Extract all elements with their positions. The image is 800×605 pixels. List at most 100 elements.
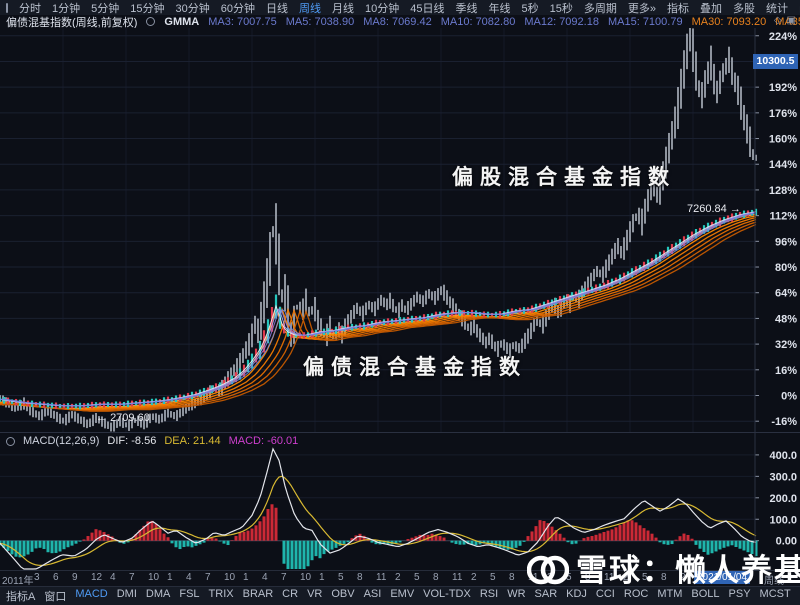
tab-period-15秒[interactable]: 15秒 xyxy=(550,0,573,16)
ma-MA12709218: MA12: 7092.18 xyxy=(524,16,599,28)
indicator-VR[interactable]: VR xyxy=(307,588,322,604)
macd-value: MACD: -60.01 xyxy=(229,435,299,447)
indicator-CCI[interactable]: CCI xyxy=(596,588,615,604)
svg-text:80%: 80% xyxy=(775,262,797,274)
svg-text:32%: 32% xyxy=(775,339,797,351)
svg-text:96%: 96% xyxy=(775,236,797,248)
toolbar-left-group: 指标A 窗口 xyxy=(6,588,66,604)
action-统计[interactable]: 统计 xyxy=(766,0,788,16)
x-axis-label: 12 xyxy=(91,572,102,583)
action-多股[interactable]: 多股 xyxy=(733,0,755,16)
tab-period-季线[interactable]: 季线 xyxy=(456,0,478,16)
indicator-toolbar: 指标A 窗口 MACD DMI DMA FSL TRIX BRAR CR VR OBV ASI EMV… xyxy=(0,586,800,605)
x-axis-label: 2 xyxy=(395,572,401,583)
x-axis-label: 4 xyxy=(262,572,268,583)
indicator-ASI[interactable]: ASI xyxy=(364,588,382,604)
tab-period-30分钟[interactable]: 30分钟 xyxy=(176,0,210,16)
ma-MA5703890: MA5: 7038.90 xyxy=(286,16,355,28)
x-axis-label: 8 xyxy=(661,572,667,583)
x-axis-label: 4 xyxy=(110,572,116,583)
indicator-DMA[interactable]: DMA xyxy=(146,588,170,604)
indicator-toggle-icon[interactable] xyxy=(146,17,155,26)
indicator-name: GMMA xyxy=(164,16,199,28)
header-corner-icons: ◇ ▣ xyxy=(774,15,796,26)
overlay-last-price-box: 10300.5 xyxy=(753,54,798,69)
svg-text:128%: 128% xyxy=(769,185,797,197)
x-axis-label: 5 xyxy=(566,572,572,583)
tab-period-60分钟[interactable]: 60分钟 xyxy=(221,0,255,16)
tab-period-月线[interactable]: 月线 xyxy=(332,0,354,16)
indicator-EMV[interactable]: EMV xyxy=(390,588,414,604)
x-axis-label: 10 xyxy=(148,572,159,583)
indicator-FSL[interactable]: FSL xyxy=(179,588,199,604)
indicator-KDJ[interactable]: KDJ xyxy=(566,588,587,604)
svg-text:100.0: 100.0 xyxy=(769,514,797,526)
period-label: 周线 xyxy=(764,572,784,587)
tab-period-45日线[interactable]: 45日线 xyxy=(410,0,444,16)
x-axis-label: 5 xyxy=(490,572,496,583)
indicator-TRIX[interactable]: TRIX xyxy=(209,588,234,604)
x-axis-label: 2 xyxy=(680,572,686,583)
toolbar-窗口[interactable]: 窗口 xyxy=(44,588,66,604)
indicator-MTM[interactable]: MTM xyxy=(657,588,682,604)
tab-period-多周期[interactable]: 多周期 xyxy=(584,0,617,16)
action-叠加[interactable]: 叠加 xyxy=(700,0,722,16)
svg-text:192%: 192% xyxy=(769,82,797,94)
tab-period-15分钟[interactable]: 15分钟 xyxy=(130,0,164,16)
ma-MA30709320: MA30: 7093.20 xyxy=(692,16,767,28)
x-axis-label: 9 xyxy=(72,572,78,583)
x-axis-label: 5 xyxy=(414,572,420,583)
indicator-MCST[interactable]: MCST xyxy=(760,588,791,604)
svg-text:144%: 144% xyxy=(769,159,797,171)
indicator-BOLL[interactable]: BOLL xyxy=(691,588,719,604)
tab-period-日线[interactable]: 日线 xyxy=(266,0,288,16)
indicator-PSY[interactable]: PSY xyxy=(729,588,751,604)
indicator-SAR[interactable]: SAR xyxy=(535,588,558,604)
indicator-RSI[interactable]: RSI xyxy=(480,588,498,604)
x-axis-label: 1 xyxy=(167,572,173,583)
indicator-CR[interactable]: CR xyxy=(282,588,298,604)
x-axis-label: 8 xyxy=(509,572,515,583)
x-axis-label: 3 xyxy=(34,572,40,583)
toolbar-指标A[interactable]: 指标A xyxy=(6,588,35,604)
window-icon[interactable] xyxy=(6,3,8,13)
indicator-ROC[interactable]: ROC xyxy=(624,588,648,604)
tab-period-1分钟[interactable]: 1分钟 xyxy=(52,0,80,16)
indicator-VOL-TDX[interactable]: VOL-TDX xyxy=(423,588,471,604)
period-tabs: 分时 1分钟 5分钟 15分钟 30分钟 60分钟日线周线月线 10分钟 45日线季线年线 5秒… xyxy=(19,0,656,16)
x-axis-label: 8 xyxy=(433,572,439,583)
panel-box-icon[interactable]: ▣ xyxy=(787,15,796,26)
diamond-icon[interactable]: ◇ xyxy=(774,15,782,26)
indicator-WR[interactable]: WR xyxy=(507,588,525,604)
chart-title: 偏债混基指数(周线,前复权) xyxy=(6,15,137,28)
x-axis-label: 2 xyxy=(623,572,629,583)
indicator-BRAR[interactable]: BRAR xyxy=(243,588,274,604)
tab-period-5分钟[interactable]: 5分钟 xyxy=(91,0,119,16)
top-nav-actions: 指标叠加多股统计画线F10标记+自选返回 xyxy=(667,0,800,16)
indicator-OBV[interactable]: OBV xyxy=(331,588,354,604)
indicator-DMI[interactable]: DMI xyxy=(117,588,137,604)
tab-period-10分钟[interactable]: 10分钟 xyxy=(365,0,399,16)
annotation-equity-fund-index: 偏股混合基金指数 xyxy=(452,161,676,191)
tab-period-更多[interactable]: 更多» xyxy=(628,0,656,16)
arrow-right-icon: → xyxy=(730,203,741,215)
x-axis-label: 2 xyxy=(547,572,553,583)
action-指标[interactable]: 指标 xyxy=(667,0,689,16)
x-axis-label: 1 xyxy=(243,572,249,583)
svg-text:-16%: -16% xyxy=(771,416,797,428)
indicator-MACD[interactable]: MACD xyxy=(75,588,107,604)
x-axis-label: 5 xyxy=(642,572,648,583)
tab-period-周线[interactable]: 周线 xyxy=(299,0,321,16)
svg-text:400.0: 400.0 xyxy=(769,450,797,462)
svg-text:300.0: 300.0 xyxy=(769,471,797,483)
tab-period-5秒[interactable]: 5秒 xyxy=(522,0,539,16)
macd-toggle-icon[interactable] xyxy=(6,437,15,446)
x-axis-label: 11 xyxy=(528,572,538,583)
tab-period-分时[interactable]: 分时 xyxy=(19,0,41,16)
ma-MA10708280: MA10: 7082.80 xyxy=(441,16,516,28)
tab-period-年线[interactable]: 年线 xyxy=(489,0,511,16)
macd-header: MACD(12,26,9) DIF: -8.56 DEA: 21.44 MACD… xyxy=(6,435,298,447)
